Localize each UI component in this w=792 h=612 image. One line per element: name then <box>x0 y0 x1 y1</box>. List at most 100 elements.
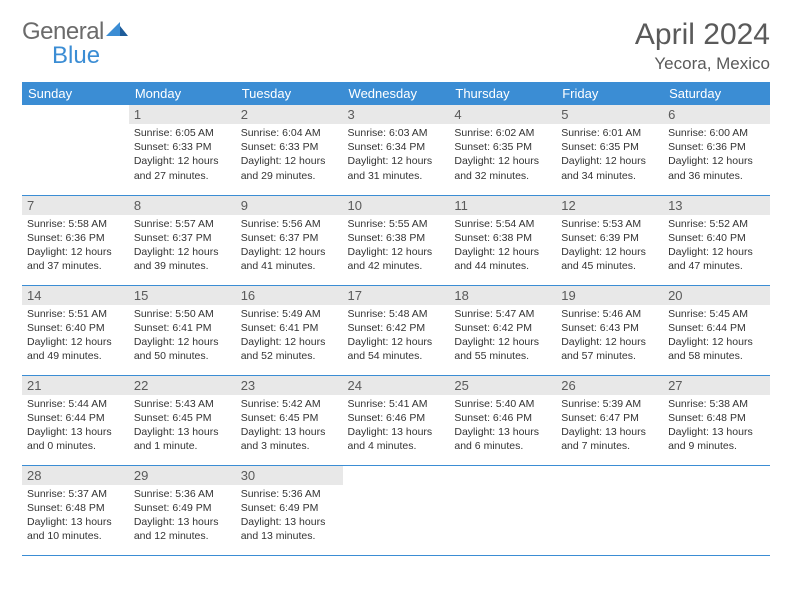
day-details: Sunrise: 5:45 AMSunset: 6:44 PMDaylight:… <box>663 305 770 368</box>
day-details: Sunrise: 5:37 AMSunset: 6:48 PMDaylight:… <box>22 485 129 548</box>
calendar-day-cell: 7Sunrise: 5:58 AMSunset: 6:36 PMDaylight… <box>22 195 129 285</box>
calendar-day-cell: 9Sunrise: 5:56 AMSunset: 6:37 PMDaylight… <box>236 195 343 285</box>
day-number: 21 <box>22 376 129 395</box>
calendar-day-cell: 13Sunrise: 5:52 AMSunset: 6:40 PMDayligh… <box>663 195 770 285</box>
day-number <box>22 105 129 124</box>
day-number: 15 <box>129 286 236 305</box>
title-block: April 2024 Yecora, Mexico <box>635 18 770 74</box>
calendar-day-cell: 18Sunrise: 5:47 AMSunset: 6:42 PMDayligh… <box>449 285 556 375</box>
triangle-icon <box>106 20 128 45</box>
day-number: 14 <box>22 286 129 305</box>
day-details: Sunrise: 5:46 AMSunset: 6:43 PMDaylight:… <box>556 305 663 368</box>
day-number: 1 <box>129 105 236 124</box>
calendar-day-cell: 29Sunrise: 5:36 AMSunset: 6:49 PMDayligh… <box>129 465 236 555</box>
day-number: 28 <box>22 466 129 485</box>
calendar-day-cell: 3Sunrise: 6:03 AMSunset: 6:34 PMDaylight… <box>343 105 450 195</box>
location: Yecora, Mexico <box>635 54 770 74</box>
weekday-header: Wednesday <box>343 82 450 105</box>
calendar-day-cell <box>343 465 450 555</box>
calendar-week-row: 14Sunrise: 5:51 AMSunset: 6:40 PMDayligh… <box>22 285 770 375</box>
calendar-day-cell: 26Sunrise: 5:39 AMSunset: 6:47 PMDayligh… <box>556 375 663 465</box>
day-number: 5 <box>556 105 663 124</box>
calendar-day-cell: 23Sunrise: 5:42 AMSunset: 6:45 PMDayligh… <box>236 375 343 465</box>
day-number: 4 <box>449 105 556 124</box>
calendar-day-cell: 28Sunrise: 5:37 AMSunset: 6:48 PMDayligh… <box>22 465 129 555</box>
logo-text-2: Blue <box>52 42 100 69</box>
day-details: Sunrise: 5:36 AMSunset: 6:49 PMDaylight:… <box>236 485 343 548</box>
day-details: Sunrise: 5:36 AMSunset: 6:49 PMDaylight:… <box>129 485 236 548</box>
calendar-day-cell: 25Sunrise: 5:40 AMSunset: 6:46 PMDayligh… <box>449 375 556 465</box>
day-number: 2 <box>236 105 343 124</box>
day-details: Sunrise: 5:54 AMSunset: 6:38 PMDaylight:… <box>449 215 556 278</box>
day-number: 7 <box>22 196 129 215</box>
calendar-day-cell: 14Sunrise: 5:51 AMSunset: 6:40 PMDayligh… <box>22 285 129 375</box>
calendar-day-cell: 22Sunrise: 5:43 AMSunset: 6:45 PMDayligh… <box>129 375 236 465</box>
day-details: Sunrise: 5:40 AMSunset: 6:46 PMDaylight:… <box>449 395 556 458</box>
calendar-day-cell: 2Sunrise: 6:04 AMSunset: 6:33 PMDaylight… <box>236 105 343 195</box>
day-details: Sunrise: 6:03 AMSunset: 6:34 PMDaylight:… <box>343 124 450 187</box>
day-number: 13 <box>663 196 770 215</box>
calendar-week-row: 7Sunrise: 5:58 AMSunset: 6:36 PMDaylight… <box>22 195 770 285</box>
day-details: Sunrise: 5:41 AMSunset: 6:46 PMDaylight:… <box>343 395 450 458</box>
day-number: 18 <box>449 286 556 305</box>
calendar-day-cell <box>449 465 556 555</box>
weekday-header: Saturday <box>663 82 770 105</box>
calendar-day-cell: 10Sunrise: 5:55 AMSunset: 6:38 PMDayligh… <box>343 195 450 285</box>
day-details: Sunrise: 5:57 AMSunset: 6:37 PMDaylight:… <box>129 215 236 278</box>
day-details: Sunrise: 5:43 AMSunset: 6:45 PMDaylight:… <box>129 395 236 458</box>
calendar-week-row: 21Sunrise: 5:44 AMSunset: 6:44 PMDayligh… <box>22 375 770 465</box>
calendar-day-cell: 17Sunrise: 5:48 AMSunset: 6:42 PMDayligh… <box>343 285 450 375</box>
day-number: 16 <box>236 286 343 305</box>
calendar-day-cell: 21Sunrise: 5:44 AMSunset: 6:44 PMDayligh… <box>22 375 129 465</box>
day-number: 27 <box>663 376 770 395</box>
day-number: 26 <box>556 376 663 395</box>
day-number: 20 <box>663 286 770 305</box>
calendar-day-cell <box>663 465 770 555</box>
day-number <box>556 466 663 485</box>
day-details: Sunrise: 5:48 AMSunset: 6:42 PMDaylight:… <box>343 305 450 368</box>
calendar-day-cell: 19Sunrise: 5:46 AMSunset: 6:43 PMDayligh… <box>556 285 663 375</box>
weekday-header: Thursday <box>449 82 556 105</box>
calendar-day-cell: 6Sunrise: 6:00 AMSunset: 6:36 PMDaylight… <box>663 105 770 195</box>
day-details: Sunrise: 5:47 AMSunset: 6:42 PMDaylight:… <box>449 305 556 368</box>
calendar-day-cell: 15Sunrise: 5:50 AMSunset: 6:41 PMDayligh… <box>129 285 236 375</box>
calendar-day-cell: 16Sunrise: 5:49 AMSunset: 6:41 PMDayligh… <box>236 285 343 375</box>
weekday-header: Monday <box>129 82 236 105</box>
day-details: Sunrise: 5:42 AMSunset: 6:45 PMDaylight:… <box>236 395 343 458</box>
day-number: 25 <box>449 376 556 395</box>
day-number: 6 <box>663 105 770 124</box>
calendar-day-cell: 4Sunrise: 6:02 AMSunset: 6:35 PMDaylight… <box>449 105 556 195</box>
day-details: Sunrise: 5:55 AMSunset: 6:38 PMDaylight:… <box>343 215 450 278</box>
day-details: Sunrise: 5:49 AMSunset: 6:41 PMDaylight:… <box>236 305 343 368</box>
day-number: 24 <box>343 376 450 395</box>
day-number: 11 <box>449 196 556 215</box>
logo-text-2-wrap: Blue <box>52 42 100 70</box>
day-number: 17 <box>343 286 450 305</box>
weekday-header: Friday <box>556 82 663 105</box>
day-number <box>449 466 556 485</box>
day-details: Sunrise: 6:04 AMSunset: 6:33 PMDaylight:… <box>236 124 343 187</box>
calendar-table: SundayMondayTuesdayWednesdayThursdayFrid… <box>22 82 770 556</box>
calendar-day-cell: 24Sunrise: 5:41 AMSunset: 6:46 PMDayligh… <box>343 375 450 465</box>
day-details: Sunrise: 5:50 AMSunset: 6:41 PMDaylight:… <box>129 305 236 368</box>
day-number <box>343 466 450 485</box>
day-number: 30 <box>236 466 343 485</box>
day-details: Sunrise: 5:58 AMSunset: 6:36 PMDaylight:… <box>22 215 129 278</box>
calendar-day-cell: 12Sunrise: 5:53 AMSunset: 6:39 PMDayligh… <box>556 195 663 285</box>
day-details: Sunrise: 5:53 AMSunset: 6:39 PMDaylight:… <box>556 215 663 278</box>
day-details: Sunrise: 5:56 AMSunset: 6:37 PMDaylight:… <box>236 215 343 278</box>
day-details: Sunrise: 5:51 AMSunset: 6:40 PMDaylight:… <box>22 305 129 368</box>
weekday-header: Sunday <box>22 82 129 105</box>
weekday-header: Tuesday <box>236 82 343 105</box>
day-details: Sunrise: 6:05 AMSunset: 6:33 PMDaylight:… <box>129 124 236 187</box>
header: General April 2024 Yecora, Mexico <box>22 18 770 74</box>
day-details: Sunrise: 5:52 AMSunset: 6:40 PMDaylight:… <box>663 215 770 278</box>
calendar-week-row: 28Sunrise: 5:37 AMSunset: 6:48 PMDayligh… <box>22 465 770 555</box>
day-details: Sunrise: 5:39 AMSunset: 6:47 PMDaylight:… <box>556 395 663 458</box>
day-number: 23 <box>236 376 343 395</box>
day-details: Sunrise: 5:44 AMSunset: 6:44 PMDaylight:… <box>22 395 129 458</box>
calendar-day-cell: 20Sunrise: 5:45 AMSunset: 6:44 PMDayligh… <box>663 285 770 375</box>
day-details: Sunrise: 6:02 AMSunset: 6:35 PMDaylight:… <box>449 124 556 187</box>
calendar-day-cell: 8Sunrise: 5:57 AMSunset: 6:37 PMDaylight… <box>129 195 236 285</box>
day-details: Sunrise: 6:01 AMSunset: 6:35 PMDaylight:… <box>556 124 663 187</box>
